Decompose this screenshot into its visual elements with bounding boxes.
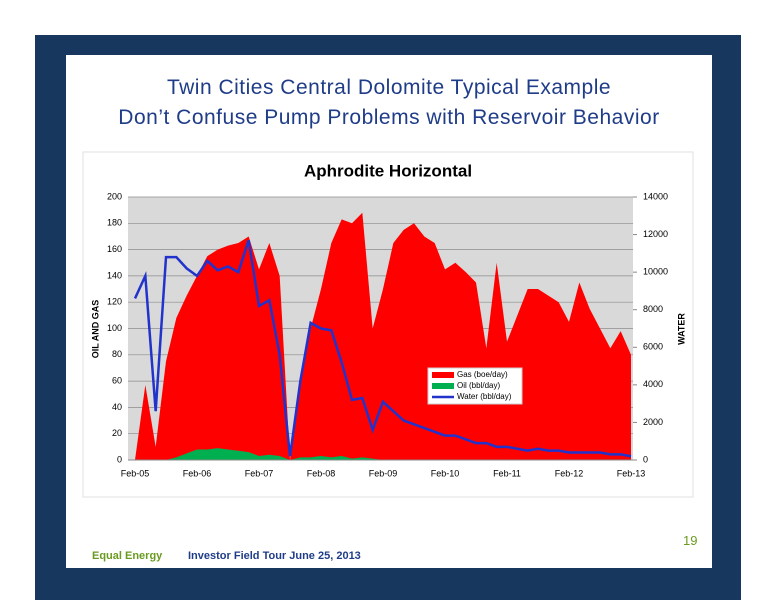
y2-tick-label: 2000 — [643, 417, 663, 427]
y2-tick-label: 8000 — [643, 304, 663, 314]
slide-title: Twin Cities Central Dolomite Typical Exa… — [166, 76, 612, 99]
y2-tick-label: 12000 — [643, 229, 668, 239]
y-tick-label: 20 — [112, 428, 122, 438]
x-tick-label: Feb-11 — [493, 468, 521, 478]
y-tick-label: 0 — [117, 454, 122, 464]
legend-label: Water (bbl/day) — [457, 392, 512, 401]
x-tick-label: Feb-07 — [245, 468, 274, 478]
y-tick-label: 160 — [107, 244, 122, 254]
y2-tick-label: 10000 — [643, 267, 668, 277]
legend-swatch — [432, 372, 454, 378]
x-tick-label: Feb-08 — [307, 468, 336, 478]
legend-label: Oil (bbl/day) — [457, 381, 500, 390]
x-tick-label: Feb-10 — [431, 468, 460, 478]
y2-tick-label: 0 — [643, 454, 648, 464]
y2-tick-label: 4000 — [643, 379, 663, 389]
x-tick-label: Feb-09 — [369, 468, 398, 478]
y-tick-label: 200 — [107, 191, 122, 201]
area — [135, 448, 631, 460]
x-tick-label: Feb-12 — [555, 468, 584, 478]
y2-tick-label: 6000 — [643, 342, 663, 352]
slide-title: Don’t Confuse Pump Problems with Reservo… — [118, 106, 660, 129]
page-number: 19 — [683, 533, 698, 548]
y-tick-label: 100 — [107, 323, 122, 333]
y2-axis-label: WATER — [676, 313, 686, 345]
y-tick-label: 140 — [107, 270, 122, 280]
y-tick-label: 60 — [112, 375, 122, 385]
x-tick-label: Feb-06 — [183, 468, 212, 478]
footer-event: Investor Field Tour June 25, 2013 — [188, 550, 361, 562]
legend-label: Gas (boe/day) — [457, 370, 508, 379]
x-tick-label: Feb-05 — [121, 468, 150, 478]
y-axis-label: OIL AND GAS — [90, 300, 100, 359]
y-tick-label: 40 — [112, 402, 122, 412]
y2-tick-label: 14000 — [643, 191, 668, 201]
chart-title: Aphrodite Horizontal — [304, 161, 472, 180]
footer-company: Equal Energy — [92, 550, 163, 562]
legend-swatch — [432, 383, 454, 389]
x-tick-label: Feb-13 — [617, 468, 646, 478]
y-tick-label: 80 — [112, 349, 122, 359]
y-tick-label: 120 — [107, 297, 122, 307]
line — [133, 239, 632, 458]
y-tick-label: 180 — [107, 218, 122, 228]
